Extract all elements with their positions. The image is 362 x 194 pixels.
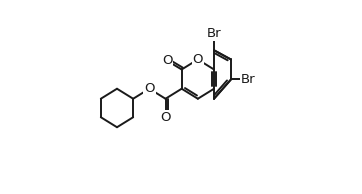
Text: Br: Br bbox=[207, 27, 221, 40]
Text: O: O bbox=[160, 111, 171, 124]
Text: Br: Br bbox=[241, 73, 255, 86]
Text: O: O bbox=[162, 54, 172, 67]
Text: O: O bbox=[144, 82, 155, 95]
Text: O: O bbox=[193, 53, 203, 66]
